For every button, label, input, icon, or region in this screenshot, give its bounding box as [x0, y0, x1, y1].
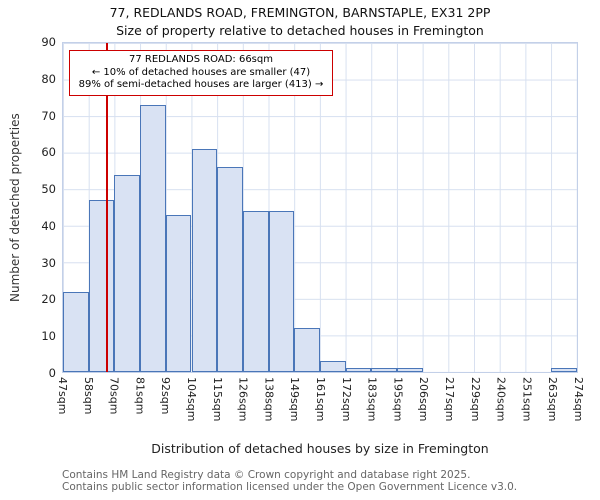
x-tick-label: 81sqm — [133, 377, 147, 415]
x-tick-label: 104sqm — [185, 377, 198, 422]
y-tick-label: 20 — [41, 292, 56, 307]
annotation-line-1: 77 REDLANDS ROAD: 66sqm — [129, 54, 273, 65]
y-tick-label: 80 — [41, 71, 56, 86]
y-tick-label: 60 — [41, 145, 56, 160]
bar-58sqm — [88, 200, 115, 372]
footer: Contains HM Land Registry data © Crown c… — [62, 469, 600, 493]
x-tick-label: 172sqm — [339, 377, 353, 422]
y-tick-label: 40 — [41, 218, 56, 233]
x-tick-label: 161sqm — [314, 377, 327, 422]
annotation-line-2: ← 10% of detached houses are smaller (47… — [91, 66, 311, 78]
x-tick-label: 195sqm — [391, 377, 405, 422]
y-tick-label: 0 — [48, 366, 56, 380]
bar-115sqm — [217, 167, 243, 372]
bar-47sqm — [63, 291, 89, 372]
bar-92sqm — [165, 214, 192, 372]
x-tick-label: 149sqm — [288, 377, 302, 422]
plot-area: 77 REDLANDS ROAD: 66sqm ← 10% of detache… — [62, 42, 578, 373]
annotation-line-3: 89% of semi-detached houses are larger (… — [78, 79, 324, 90]
bar-183sqm — [371, 368, 398, 372]
bar-263sqm — [551, 368, 577, 372]
y-tick-label: 90 — [41, 35, 56, 49]
x-tick-label: 274sqm — [572, 377, 585, 422]
x-tick-label: 183sqm — [365, 377, 379, 422]
x-tick-label: 251sqm — [520, 377, 534, 422]
bar-81sqm — [140, 105, 166, 372]
bar-70sqm — [114, 174, 141, 372]
bar-126sqm — [242, 211, 269, 372]
footer-line-2: Contains public sector information licen… — [62, 481, 518, 493]
x-tick-label: 92sqm — [159, 377, 173, 415]
x-tick-label: 240sqm — [494, 377, 508, 422]
x-tick-label: 263sqm — [546, 377, 560, 422]
bar-195sqm — [397, 368, 423, 372]
y-tick-label: 50 — [41, 182, 56, 197]
x-axis-title: Distribution of detached houses by size … — [151, 441, 489, 456]
x-tick-label: 229sqm — [468, 377, 482, 422]
y-tick-label: 10 — [41, 329, 56, 344]
marker-line — [106, 43, 109, 372]
x-tick-label: 47sqm — [56, 377, 69, 415]
x-tick-label: 138sqm — [262, 377, 276, 422]
y-axis-ticks: 0 10 20 30 40 50 60 70 80 90 — [0, 36, 56, 379]
x-tick-label: 70sqm — [107, 377, 121, 415]
y-tick-label: 30 — [41, 255, 56, 270]
bar-172sqm — [345, 368, 372, 372]
annotation-box: 77 REDLANDS ROAD: 66sqm ← 10% of detache… — [69, 50, 333, 96]
x-tick-label: 58sqm — [81, 377, 95, 415]
chart-title: 77, REDLANDS ROAD, FREMINGTON, BARNSTAPL… — [109, 5, 491, 20]
y-tick-label: 70 — [41, 108, 56, 123]
x-axis-ticks: 47sqm 58sqm 70sqm 81sqm 92sqm 104sqm 115sqm 126… — [56, 377, 585, 435]
bar-149sqm — [294, 328, 320, 372]
x-tick-label: 206sqm — [417, 377, 431, 422]
chart-subtitle: Size of property relative to detached ho… — [116, 23, 484, 38]
bar-104sqm — [191, 149, 218, 372]
x-tick-label: 115sqm — [210, 377, 224, 422]
footer-line-1: Contains HM Land Registry data © Crown c… — [62, 469, 471, 481]
bar-161sqm — [320, 361, 346, 372]
bar-138sqm — [268, 211, 295, 372]
x-tick-label: 126sqm — [236, 377, 250, 422]
x-tick-label: 217sqm — [443, 377, 456, 422]
